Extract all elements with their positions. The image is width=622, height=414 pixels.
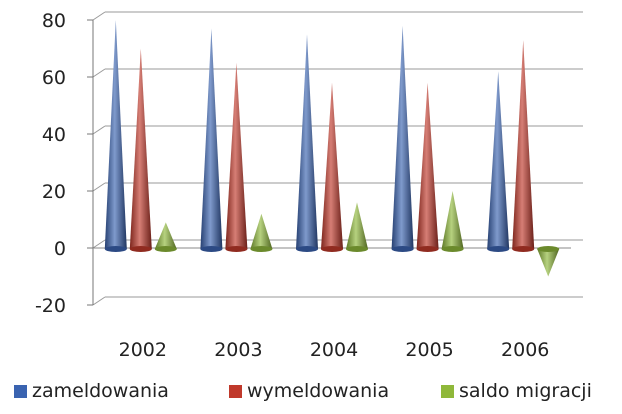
x-tick-label: 2003 [214,339,262,361]
cone-body [296,34,318,249]
cone-saldo-migracji-2003 [250,213,273,252]
cone-base [296,246,318,252]
y-tick-label: 40 [42,124,66,146]
cone-body [346,202,368,249]
cone-body [200,28,223,249]
legend-item-wymeldowania: wymeldowania [229,380,389,402]
cone-base [200,246,223,252]
cone-body [104,20,127,249]
gridline-diag [92,11,106,21]
cone-saldo-migracji-2002 [154,222,177,252]
cone-base [154,246,177,252]
cone-base [391,246,414,252]
cone-base [104,246,127,252]
x-tick-label: 2002 [119,339,167,361]
cone-body [416,82,439,249]
cone-body [391,25,414,250]
gridline-diag [92,125,106,135]
cone-base [321,246,343,252]
cone-body [225,62,248,249]
y-tick-label: 60 [42,67,66,89]
x-tick-label: 2006 [501,339,549,361]
cone-wymeldowania-2003 [225,62,248,252]
legend-item-saldo-migracji: saldo migracji [441,380,592,402]
cone-base [250,246,273,252]
cone-base [225,246,248,252]
gridline-diag [92,239,106,249]
y-tick-label: 80 [42,10,66,32]
cone-body [129,48,152,249]
cone-zameldowania-2005 [391,25,414,252]
cone-wymeldowania-2005 [416,82,439,252]
cone-base [512,246,535,252]
cone-wymeldowania-2006 [512,39,535,252]
cone-wymeldowania-2004 [321,82,343,252]
x-tick-labels: 2002 2003 2004 2005 2006 [119,339,550,361]
chart-canvas: 80 60 40 20 0 -20 2002 2003 2004 2005 2006 [35,10,583,361]
gridline-diag [92,296,106,306]
cone-base [487,246,510,252]
legend-swatch-zameldowania [14,384,27,398]
legend-label-saldo-migracji: saldo migracji [459,380,592,402]
legend: zameldowania wymeldowania saldo migracji [0,378,622,408]
legend-swatch-saldo-migracji [441,384,454,398]
gridline-diag [92,68,106,78]
cone-base [537,246,560,252]
legend-label-zameldowania: zameldowania [32,380,169,402]
cone-zameldowania-2006 [487,71,510,252]
x-tick-label: 2004 [310,339,358,361]
gridlines [92,11,583,306]
gridline-diag [92,182,106,192]
cone-zameldowania-2003 [200,28,223,252]
cone-saldo-migracji-2004 [346,202,368,252]
data-marks [104,20,560,277]
legend-swatch-wymeldowania [229,384,242,398]
cone-saldo-migracji-2005 [441,191,464,252]
cone-body [537,249,560,277]
cone-base [416,246,439,252]
cone-body [154,222,177,249]
cone-saldo-migracji-2006 [537,246,560,277]
cone-body [441,191,464,249]
y-tick-label: 0 [54,238,66,260]
legend-label-wymeldowania: wymeldowania [247,380,390,402]
cone-body [487,71,510,249]
cone-wymeldowania-2002 [129,48,152,252]
cone-base [441,246,464,252]
x-tick-label: 2005 [405,339,453,361]
y-tick-label: 20 [42,181,66,203]
cone-body [512,39,535,250]
cone-body [321,82,343,249]
y-tick-label: -20 [35,295,66,317]
cone-zameldowania-2002 [104,20,127,252]
cone-body [250,213,273,249]
y-tick-labels: 80 60 40 20 0 -20 [35,10,66,317]
cone-base [346,246,368,252]
legend-item-zameldowania: zameldowania [14,380,169,402]
cone-base [129,246,152,252]
cone-zameldowania-2004 [296,34,318,252]
